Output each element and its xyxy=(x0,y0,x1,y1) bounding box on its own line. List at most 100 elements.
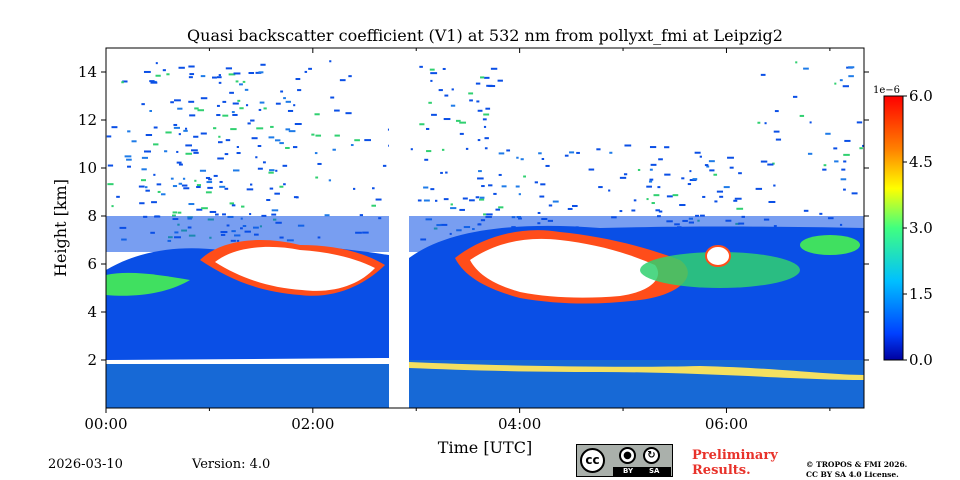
noise-streak xyxy=(196,186,201,189)
noise-streak xyxy=(483,213,487,216)
noise-streak xyxy=(469,199,475,202)
noise-streak xyxy=(293,104,296,107)
noise-streak xyxy=(482,118,487,121)
noise-streak xyxy=(809,121,812,124)
footer-date: 2026-03-10 xyxy=(48,457,123,472)
noise-streak xyxy=(141,168,147,171)
noise-streak xyxy=(242,80,246,83)
noise-streak xyxy=(719,195,724,198)
cc-license-badge[interactable]: cc ● ↻ BY SA xyxy=(576,444,673,477)
preliminary-line-1: Preliminary xyxy=(692,448,778,463)
noise-streak xyxy=(188,65,195,68)
noise-streak xyxy=(268,171,274,174)
noise-streak xyxy=(185,144,192,147)
noise-streak xyxy=(232,169,240,172)
noise-streak xyxy=(222,100,227,103)
noise-streak xyxy=(149,109,152,112)
noise-streak xyxy=(334,134,340,137)
noise-streak xyxy=(382,164,387,167)
noise-streak xyxy=(213,174,218,177)
noise-streak xyxy=(283,97,286,100)
noise-streak xyxy=(598,186,603,189)
noise-streak xyxy=(803,67,809,70)
noise-streak xyxy=(537,211,541,214)
noise-streak xyxy=(239,83,243,86)
noise-streak xyxy=(576,151,580,154)
y-tick-label: 12 xyxy=(78,111,97,129)
sa-label: SA xyxy=(649,467,660,475)
noise-streak xyxy=(231,111,235,114)
license-strip xyxy=(613,467,671,476)
noise-streak xyxy=(477,177,484,180)
noise-streak xyxy=(478,170,482,173)
noise-streak xyxy=(246,188,254,191)
noise-streak xyxy=(506,149,511,152)
noise-streak xyxy=(653,194,660,197)
noise-streak xyxy=(217,157,224,160)
noise-streak xyxy=(127,130,131,133)
noise-streak xyxy=(122,80,128,83)
noise-streak xyxy=(200,97,208,100)
noise-streak xyxy=(297,89,302,92)
noise-streak xyxy=(733,199,738,202)
noise-streak xyxy=(596,148,601,151)
noise-streak xyxy=(428,101,432,104)
noise-streak xyxy=(236,146,239,149)
noise-streak xyxy=(185,127,188,130)
noise-streak xyxy=(178,182,183,185)
noise-streak xyxy=(271,209,279,212)
noise-streak xyxy=(655,209,660,212)
noise-streak xyxy=(359,214,364,217)
noise-streak xyxy=(131,140,137,143)
noise-streak xyxy=(484,76,490,79)
noise-streak xyxy=(143,70,151,73)
noise-streak xyxy=(423,199,430,202)
noise-streak xyxy=(285,100,291,103)
noise-streak xyxy=(484,137,489,140)
noise-streak xyxy=(410,148,413,151)
colorbar-tick-label: 0.0 xyxy=(909,351,933,369)
noise-streak xyxy=(188,203,195,206)
noise-streak xyxy=(364,139,371,142)
noise-streak xyxy=(450,203,453,206)
noise-streak xyxy=(162,69,166,72)
noise-streak xyxy=(477,109,483,112)
noise-streak xyxy=(540,183,546,186)
noise-streak xyxy=(194,179,197,182)
noise-streak xyxy=(295,78,301,81)
noise-streak xyxy=(462,197,468,200)
noise-streak xyxy=(250,119,255,122)
colorbar: 1e−6 0.0 1.5 3.0 4.5 6.0 xyxy=(873,85,933,369)
noise-streak xyxy=(485,107,491,110)
noise-streak xyxy=(658,210,663,213)
noise-streak xyxy=(498,206,504,209)
x-tick-label: 00:00 xyxy=(84,415,127,433)
y-tick-label: 10 xyxy=(78,159,97,177)
noise-streak xyxy=(334,109,340,112)
x-tick-label: 02:00 xyxy=(291,415,334,433)
noise-streak xyxy=(623,173,628,176)
colorbar-gradient xyxy=(883,95,904,361)
noise-streak xyxy=(495,208,501,211)
noise-streak xyxy=(631,209,636,212)
noise-streak xyxy=(225,67,233,70)
noise-streak xyxy=(218,74,221,77)
noise-streak xyxy=(279,142,284,145)
noise-streak xyxy=(255,156,258,159)
noise-streak xyxy=(475,196,480,199)
noise-streak xyxy=(646,198,649,201)
noise-streak xyxy=(106,135,112,138)
noise-streak xyxy=(330,96,335,99)
noise-streak xyxy=(182,177,186,180)
noise-streak xyxy=(230,128,237,131)
noise-streak xyxy=(188,100,195,103)
noise-streak xyxy=(249,213,252,216)
noise-streak xyxy=(164,150,168,153)
noise-streak xyxy=(538,152,542,155)
noise-streak xyxy=(657,186,661,189)
noise-streak xyxy=(699,155,702,158)
noise-streak xyxy=(490,67,498,70)
noise-streak xyxy=(572,204,578,207)
noise-streak xyxy=(773,130,780,133)
preliminary-results: Preliminary Results. xyxy=(692,448,778,478)
